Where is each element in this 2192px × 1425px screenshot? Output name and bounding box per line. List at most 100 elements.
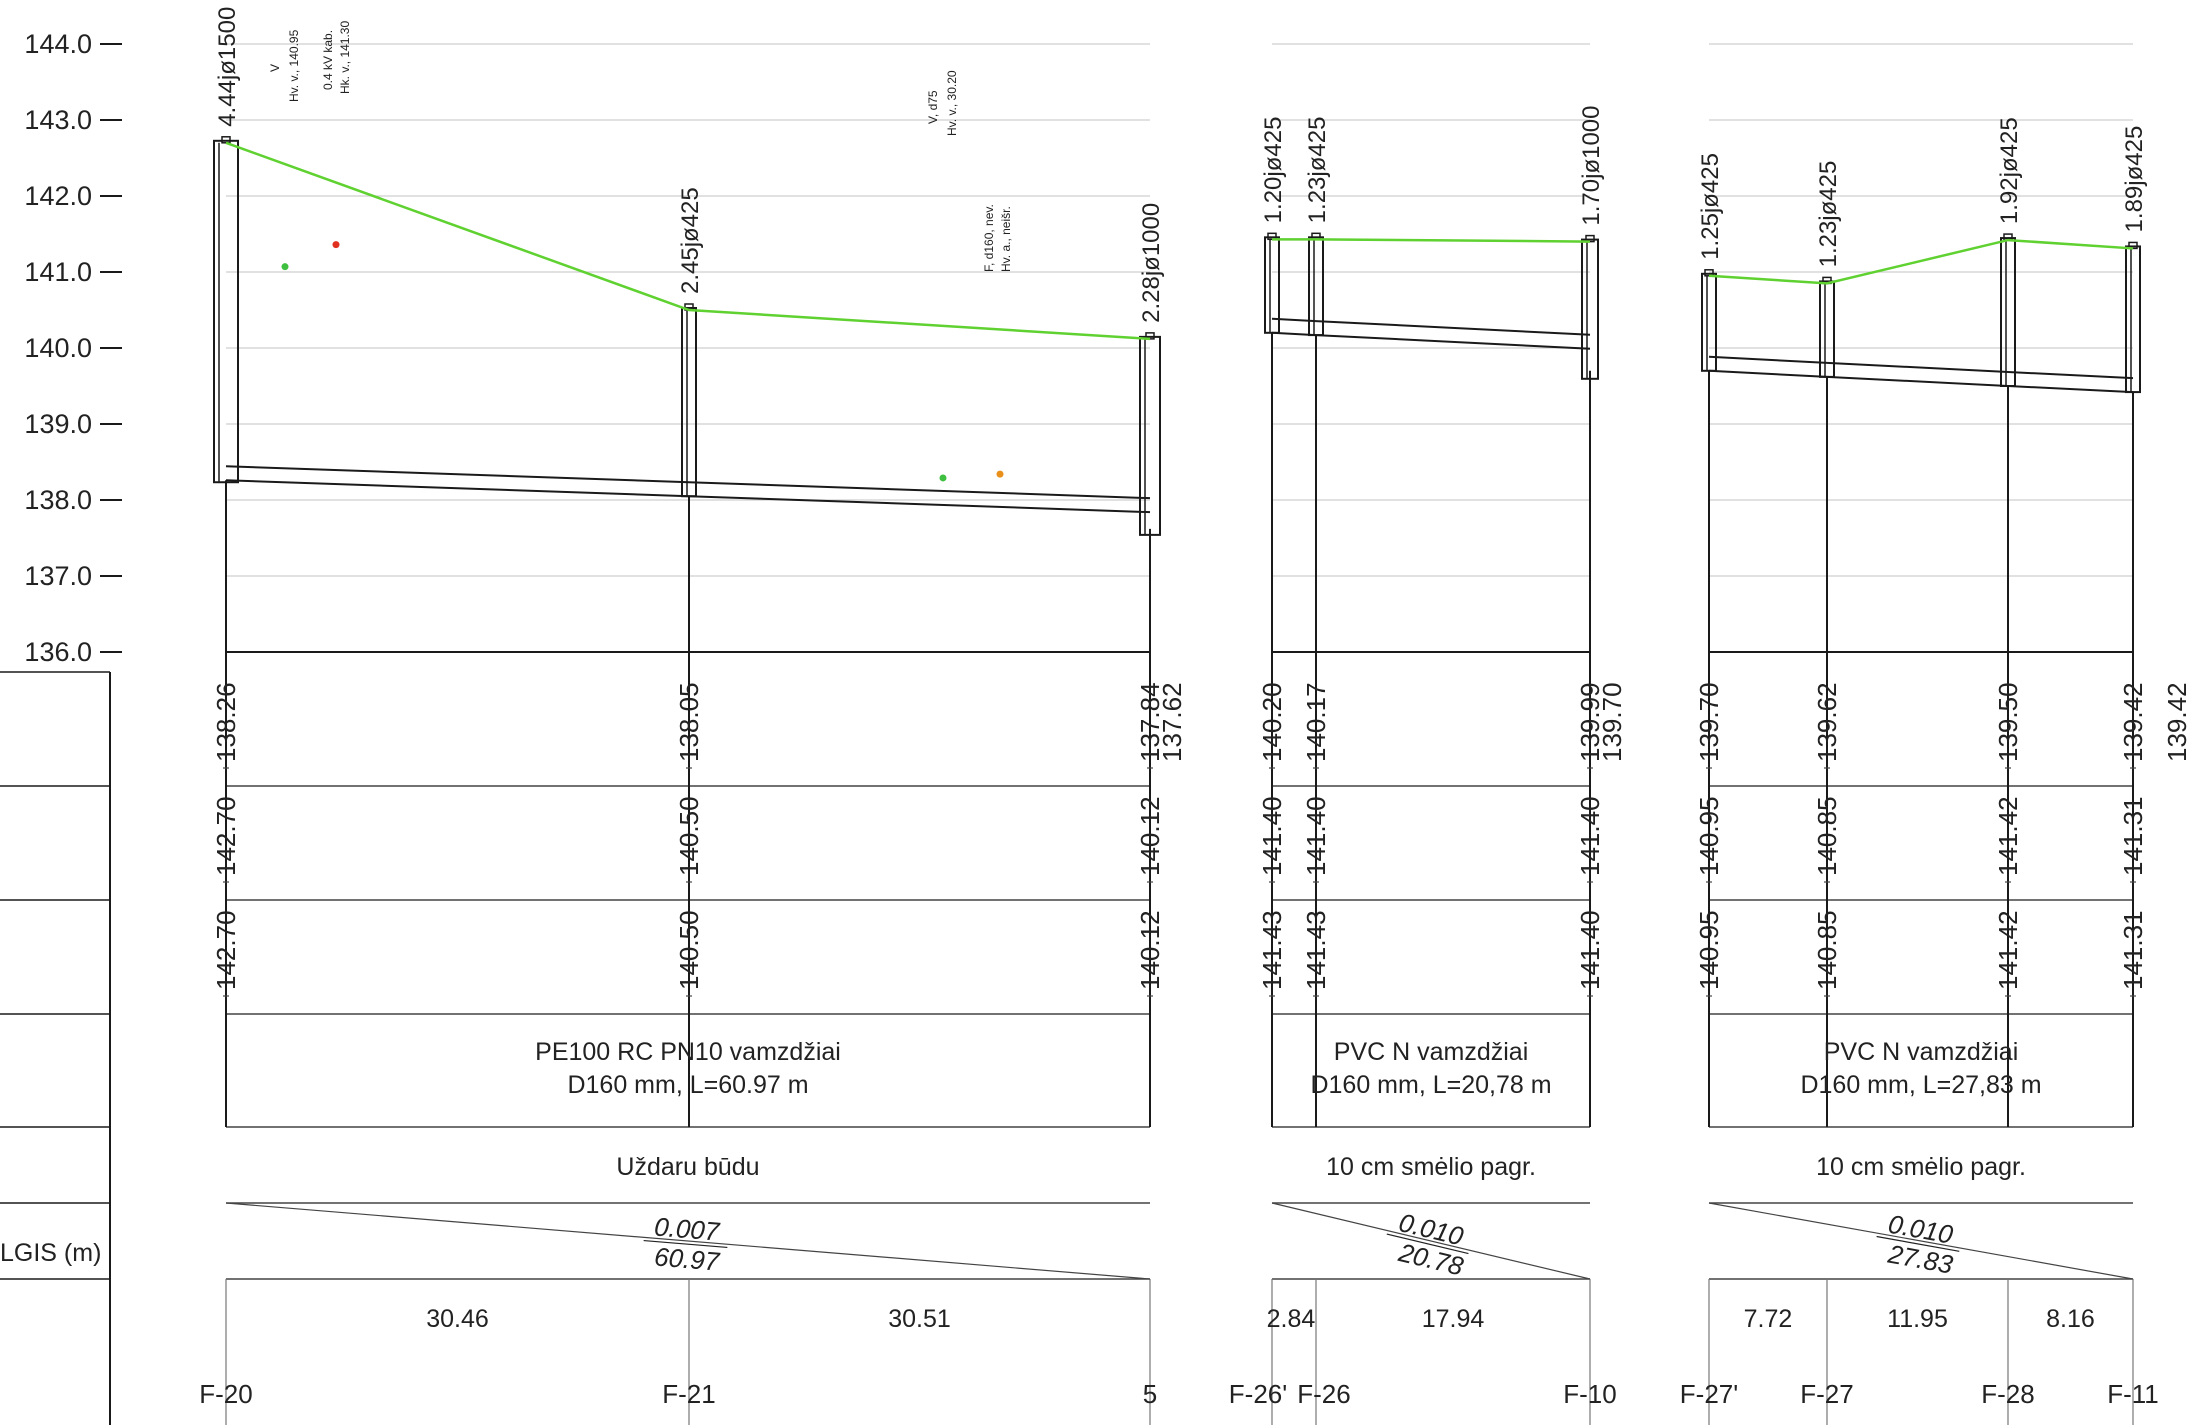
manhole-depth-label: 2.28jø1000: [1138, 203, 1165, 323]
crossing-label-v75-top: V, d75: [926, 90, 940, 124]
crossing-marker: [939, 474, 947, 482]
pipe-spec-line1: PVC N vamzdžiai: [1334, 1038, 1529, 1066]
manhole-f-10: [1581, 234, 1599, 380]
crossing-label-v75-bottom: Hv. v., 30.20: [945, 70, 959, 136]
invert-elevation-2: 139.70: [1597, 682, 1627, 762]
invert-elevation: 139.99: [1575, 682, 1605, 762]
node-label: F-20: [199, 1379, 252, 1409]
crossing-label-cable-bottom: Hk. v., 141.30: [338, 21, 352, 94]
node-label: F-28: [1981, 1379, 2034, 1409]
segment-distance: 17.94: [1422, 1305, 1485, 1333]
invert-elevation: 140.20: [1257, 682, 1287, 762]
invert-elevation-2: 137.62: [1157, 682, 1187, 762]
manhole-f-26p: [1264, 232, 1280, 334]
ground-existing-elevation: 141.31: [2118, 910, 2148, 990]
invert-elevation: 139.70: [1694, 682, 1724, 762]
manhole-f-21: [681, 303, 697, 498]
crossing-annotations: V Hv. v., 140.95 0.4 kV kab. Hk. v., 141.30…: [268, 21, 1013, 272]
ground-design-elevation: 140.12: [1135, 796, 1165, 876]
elevation-grid: [226, 43, 2133, 653]
axis-tick-label: 143.0: [24, 105, 92, 135]
crossing-marker: [332, 241, 340, 249]
invert-elevation: 139.62: [1812, 682, 1842, 762]
row-title-lgis: LGIS (m): [0, 1239, 101, 1267]
manhole-depth-label: 1.89jø425: [2121, 126, 2148, 233]
node-label: F-11: [2107, 1379, 2159, 1409]
manhole-depth-label: 4.44jø1500: [214, 7, 241, 127]
manhole-f-20: [213, 136, 239, 484]
slope-underline: [1386, 1233, 1469, 1255]
crossing-label-f160-top: F, d160, nev.: [982, 204, 996, 272]
node-label: F-10: [1563, 1379, 1616, 1409]
ground-existing-elevation: 141.43: [1257, 910, 1287, 990]
ground-line: [1708, 238, 2134, 285]
node-label: F-21: [662, 1379, 715, 1409]
pipe-spec-line2: D160 mm, L=27,83 m: [1800, 1071, 2041, 1099]
slope-value: 0.007: [653, 1211, 722, 1246]
segment-distance: 30.51: [888, 1305, 951, 1333]
crossing-label-water-top: V: [268, 64, 282, 72]
axis-tick-label: 144.0: [24, 29, 92, 59]
ground-existing-elevation: 141.42: [1993, 910, 2023, 990]
ground-design-elevation: 140.50: [674, 796, 704, 876]
ground-design-elevation: 140.95: [1694, 796, 1724, 876]
axis-tick-label: 140.0: [24, 333, 92, 363]
data-table-frame: LGIS (m): [0, 332, 2134, 1425]
invert-elevation: 137.84: [1135, 682, 1165, 762]
crossing-label-f160-bottom: Hv. a., neišr.: [999, 206, 1013, 272]
ground-existing-elevation: 141.43: [1301, 910, 1331, 990]
slope-diagonal: [225, 1202, 1151, 1280]
ground-design-elevation: 141.40: [1301, 796, 1331, 876]
pipe-bottom: [1826, 375, 2009, 387]
segment-distance: 30.46: [426, 1305, 489, 1333]
manhole-labels: 4.44jø1500 2.45jø425 2.28jø1000 1.20jø425 1.…: [214, 7, 2148, 323]
invert-elevation-2: 139.42: [2162, 682, 2192, 762]
ground-existing-elevation: 140.85: [1812, 910, 1842, 990]
manhole-f-28: [2000, 233, 2016, 387]
node-label: F-27': [1680, 1379, 1738, 1409]
pipe-top: [1826, 361, 2009, 373]
elevation-axis: 144.0 143.0 142.0 141.0 140.0 139.0 138.0 137.0…: [24, 29, 122, 667]
pipe-top: [2007, 371, 2134, 380]
installation-method: 10 cm smėlio pagr.: [1816, 1153, 2026, 1181]
pipe-spec-line1: PVC N vamzdžiai: [1824, 1038, 2019, 1066]
ground-design-elevation: 140.85: [1812, 796, 1842, 876]
crossing-label-water-bottom: Hv. v., 140.95: [287, 29, 301, 102]
node-label: F-26: [1297, 1379, 1350, 1409]
ground-existing-elevation: 140.50: [674, 910, 704, 990]
installation-method: Uždaru būdu: [616, 1153, 759, 1181]
invert-elevation: 139.42: [2118, 682, 2148, 762]
ground-design-elevation: 141.40: [1575, 796, 1605, 876]
manhole-depth-label: 1.23jø425: [1815, 161, 1842, 268]
segment-distance: 8.16: [2046, 1305, 2095, 1333]
pipe-bottom: [2007, 385, 2134, 394]
pipe-bottom: [225, 479, 690, 498]
manhole-depth-label: 1.20jø425: [1260, 117, 1287, 224]
manhole-depth-label: 1.25jø425: [1697, 153, 1724, 260]
ground-existing-elevation: 140.95: [1694, 910, 1724, 990]
pipe-top: [225, 465, 690, 484]
ground-design-elevation: 141.31: [2118, 796, 2148, 876]
pipe-bottom: [1315, 334, 1591, 350]
axis-tick-label: 142.0: [24, 181, 92, 211]
ground-design-elevation: 141.42: [1993, 796, 2023, 876]
manhole-f-27p: [1701, 269, 1717, 372]
axis-tick-label: 137.0: [24, 561, 92, 591]
axis-tick-label: 139.0: [24, 409, 92, 439]
manhole-5: [1139, 332, 1161, 536]
node-label: 5: [1143, 1379, 1157, 1409]
invert-elevation: 138.05: [674, 682, 704, 762]
ground-existing-elevation: 140.12: [1135, 910, 1165, 990]
slope-underline: [1876, 1235, 1960, 1252]
pipe-spec-line2: D160 mm, L=60.97 m: [567, 1071, 808, 1099]
pipe-top: [1708, 355, 1828, 364]
manhole-depth-label: 2.45jø425: [677, 187, 704, 294]
pipe-spec-line1: PE100 RC PN10 vamzdžiai: [535, 1038, 841, 1066]
ground-profile: [225, 141, 2134, 341]
node-label: F-26': [1229, 1379, 1287, 1409]
ground-existing-elevation: 142.70: [211, 910, 241, 990]
pipe-bottom: [688, 495, 1151, 514]
pipe-top: [688, 481, 1151, 500]
manhole-f-11: [2125, 241, 2141, 394]
